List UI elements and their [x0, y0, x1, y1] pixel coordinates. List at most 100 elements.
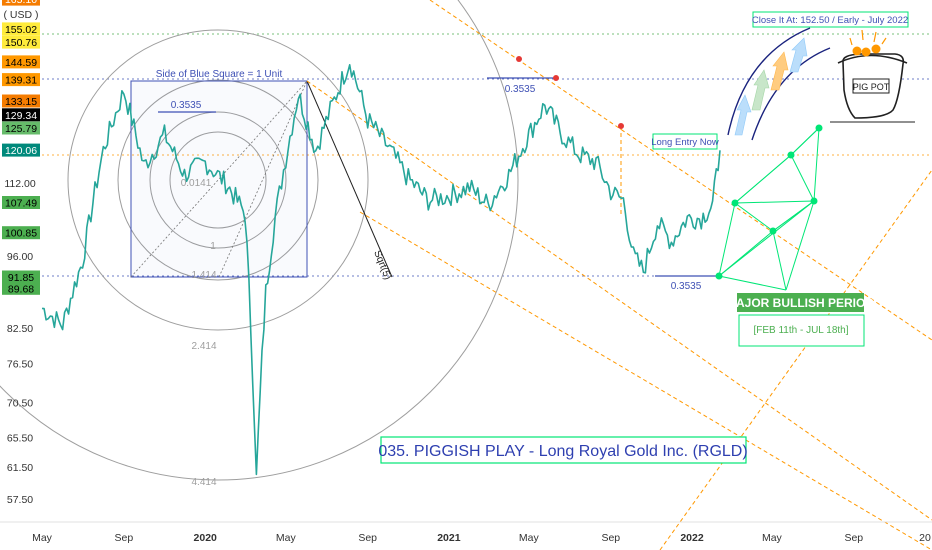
x-tick-label: Sep	[844, 532, 863, 544]
price-tag: 150.76	[2, 35, 40, 49]
price-tag-bg	[2, 121, 40, 135]
x-tick-label: May	[276, 532, 297, 544]
x-ticks: May Sep 2020 May Sep 2021 May Sep 2022 May Sep 20	[32, 532, 931, 544]
price-tag: 155.02	[2, 22, 40, 36]
gann-circle-5	[0, 0, 519, 481]
chart-title: 035. PIGGISH PLAY - Long Royal Gold Inc.…	[378, 443, 747, 460]
ratio-right-label: 0.3535	[671, 281, 702, 292]
pig-coin-1	[852, 46, 862, 56]
channel-top	[429, 0, 932, 341]
price-tag-bg	[2, 7, 40, 21]
price-tag: 165.10	[2, 0, 40, 6]
price-tag-bg	[2, 73, 40, 87]
price-tag: 139.31	[2, 73, 40, 87]
y-tick-label: 65.50	[7, 432, 33, 444]
orange-channel	[306, 0, 932, 550]
price-tag-bg	[2, 94, 40, 108]
gann-ratio-2414: 2.414	[191, 341, 216, 352]
price-tag: ( USD )	[2, 7, 40, 21]
net-nodes	[715, 124, 823, 280]
pig-pot-rim	[837, 54, 908, 64]
arrow-2	[751, 69, 770, 111]
sqrt5-line	[306, 80, 393, 278]
pig-sparkle	[849, 29, 887, 46]
y-tick-label: 112.00	[4, 178, 35, 190]
price-tag: 91.85	[2, 270, 40, 284]
price-tag-bg	[2, 270, 40, 284]
alert-marker-1	[516, 56, 522, 62]
channel-lower	[359, 211, 932, 550]
price-tag-label: 107.49	[5, 198, 37, 210]
y-tick-label: 82.50	[7, 323, 33, 335]
price-tag-bg	[2, 196, 40, 209]
price-layer	[41, 64, 721, 476]
alert-marker-3	[618, 123, 624, 129]
alert-markers	[516, 56, 624, 129]
price-tag-label: 144.59	[5, 57, 37, 69]
price-tag: 144.59	[2, 55, 40, 69]
ratio-lines	[487, 77, 719, 277]
price-tag-bg	[2, 108, 40, 122]
price-tag-label: 125.79	[5, 123, 37, 135]
price-tag-label: 150.76	[5, 37, 37, 49]
gann-circle-4	[67, 29, 369, 331]
alert-marker-2	[553, 75, 559, 81]
x-tick-label: 20	[919, 532, 931, 544]
gann-circles	[0, 0, 519, 481]
x-tick-label: 2020	[194, 532, 218, 544]
price-tag-label: 165.10	[5, 0, 37, 6]
title-box: 035. PIGGISH PLAY - Long Royal Gold Inc.…	[378, 436, 748, 464]
price-tag-bg	[2, 35, 40, 49]
entry-label-text: Long Entry Now	[651, 137, 719, 148]
price-line	[41, 64, 721, 476]
x-tick-label: 2022	[680, 532, 704, 544]
channel-diag	[659, 169, 932, 550]
close-label-text: Close It At: 152.50 / Early - July 2022	[752, 15, 908, 26]
pig-pot-label: PIG POT	[852, 78, 890, 94]
y-tick-label: 70.50	[7, 397, 33, 409]
gann-circle-3	[117, 79, 319, 281]
pig-coin-2	[861, 47, 871, 57]
pig-coin-3	[871, 44, 881, 54]
y-axis: 112.00 96.00 82.50 76.50 70.50 65.50 61.50 57.5…	[4, 178, 35, 506]
channel-mid	[306, 80, 932, 521]
price-tag: 89.68	[2, 281, 40, 295]
y-tick-label: 76.50	[7, 359, 33, 371]
period-label-text: [FEB 11th - JUL 18th]	[753, 325, 848, 336]
price-tag-label: ( USD )	[4, 9, 39, 21]
price-tag-label: 129.34	[5, 110, 37, 122]
x-tick-label: Sep	[115, 532, 134, 544]
price-tag: 133.15	[2, 94, 40, 108]
price-tag-label: 91.85	[8, 272, 34, 284]
price-tag-label: 120.06	[5, 145, 37, 157]
x-tick-label: May	[519, 532, 540, 544]
y-tick-label: 57.50	[7, 494, 33, 506]
bullish-label: MAJOR BULLISH PERIOD [FEB 11th - JUL 18t…	[726, 293, 874, 347]
arrow-4	[789, 37, 808, 73]
entry-label: Long Entry Now	[651, 133, 719, 150]
gann-circle-1	[169, 131, 267, 229]
arc-left	[727, 27, 811, 136]
reference-lines	[42, 33, 932, 277]
x-tick-label: 2021	[437, 532, 461, 544]
price-tag-bg	[2, 0, 40, 6]
price-tag-bg	[2, 281, 40, 295]
square-label: Side of Blue Square = 1 Unit	[156, 69, 283, 80]
y-tick-label: 96.00	[7, 251, 33, 263]
y-tick-label: 61.50	[7, 462, 33, 474]
gann-ratio-1414: 1.414	[191, 270, 216, 281]
price-tag-label: 133.15	[5, 96, 37, 108]
ratio-left-label: 0.3535	[171, 100, 202, 111]
pig-pot-label-text: PIG POT	[853, 82, 890, 92]
price-tag: 100.85	[2, 226, 40, 240]
forecast-arcs	[727, 27, 831, 141]
arrow-1	[734, 94, 752, 136]
x-tick-label: May	[762, 532, 783, 544]
price-tag: 125.79	[2, 121, 40, 135]
close-label: Close It At: 152.50 / Early - July 2022	[752, 11, 909, 28]
price-tag-bg	[2, 55, 40, 69]
price-tag-label: 139.31	[5, 75, 37, 87]
arrow-3	[770, 51, 789, 91]
